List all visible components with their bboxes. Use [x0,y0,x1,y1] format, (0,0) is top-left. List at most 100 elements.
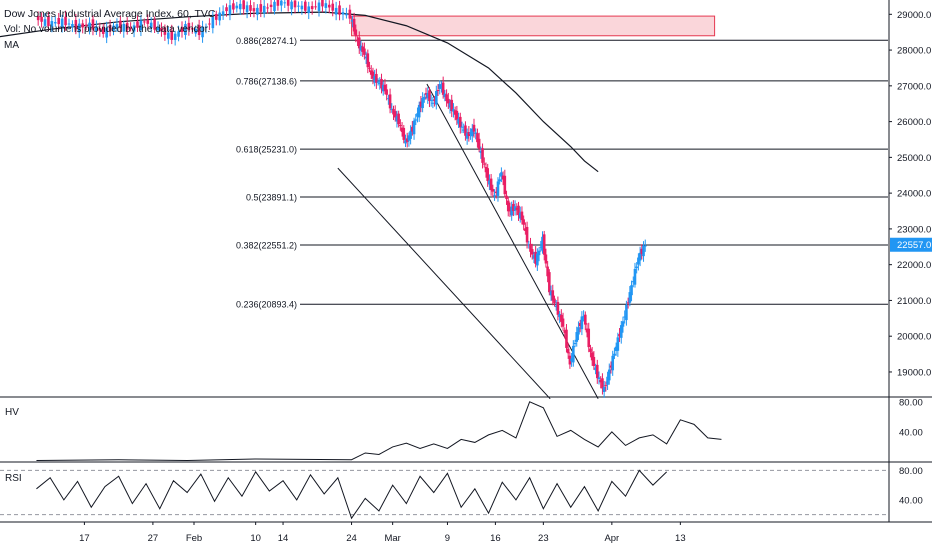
candle-body [595,364,599,379]
x-axis-tick-label: 16 [490,533,501,544]
candle-body [214,14,218,20]
candle-body [327,4,331,8]
candle-body [64,16,67,26]
hv-pane-label[interactable]: HV [5,407,19,418]
candle-body [416,113,419,117]
candle-body [375,73,378,83]
candle-body [496,181,500,196]
ma-legend-label[interactable]: MA [4,40,19,51]
candle-body [381,84,385,92]
candle-body [338,5,341,15]
last-price-label: 22557.0 [897,240,931,251]
candle-body [351,19,354,22]
candle-body [539,246,543,248]
ma-line [0,11,599,173]
candle-body [364,56,368,59]
candle-body [67,23,71,25]
candle-body [554,305,558,308]
candle-body [479,151,483,153]
candle-body [458,116,462,128]
candle-body [221,11,225,15]
candle-body [551,290,555,301]
x-axis-tick-label: Mar [384,533,400,544]
candle-body [297,5,300,7]
candle-body [405,138,409,142]
x-axis-tick-label: Apr [604,533,619,544]
channel-line[interactable] [426,83,599,400]
candle-body [590,352,594,361]
candle-body [361,46,364,52]
candle-body [119,20,122,29]
rsi-pane-label[interactable]: RSI [5,473,22,484]
candle-body [409,130,412,139]
candle-body [366,53,370,68]
candle-body [77,23,81,33]
candle-body [467,132,471,137]
candle-body [341,12,345,15]
candle-body [173,33,177,40]
last-price-tag[interactable] [890,237,932,252]
x-axis-tick-label: 17 [79,533,90,544]
candle-body [269,4,273,8]
candle-body [74,19,78,30]
channel-line[interactable] [337,167,551,400]
y-axis-tick-label: 28000.0 [897,46,931,57]
candle-body [321,0,324,7]
candle-body [462,129,466,131]
candle-body [582,316,585,318]
candle-body [614,346,618,351]
candle-body [476,133,479,143]
candle-body [525,226,529,243]
candle-body [211,17,215,29]
candle-body [587,328,591,348]
candle-body [501,175,505,180]
candle-body [194,28,198,34]
y-axis-tick-label: 25000.0 [897,153,931,164]
volume-note: Vol: No volume is provided by the data v… [4,24,211,35]
candle-body [402,127,406,140]
candle-body [348,9,352,19]
candle-body [399,125,402,127]
candle-body [395,116,399,122]
candle-body [643,245,647,247]
candle-body [469,132,472,135]
candle-body [356,40,359,42]
candle-body [129,27,132,29]
candle-body [136,21,139,28]
candle-body [500,172,503,177]
candle-body [112,25,115,32]
candle-body [71,24,74,28]
candle-body [404,140,407,144]
candle-body [50,21,54,27]
candle-body [149,22,153,28]
candle-body [407,135,411,141]
candle-body [577,327,580,335]
candle-body [354,29,358,37]
candle-body [208,23,211,25]
candle-body [283,2,287,4]
candle-body [238,3,242,10]
candle-body [536,253,539,266]
candle-body [373,75,376,83]
candle-body [450,99,454,112]
candle-body [441,82,445,95]
candle-body [498,179,501,182]
candle-body [252,8,256,12]
candle-body [388,94,392,109]
candle-body [436,89,440,91]
resistance-zone[interactable] [351,15,716,37]
candle-body [621,321,625,327]
candle-body [387,98,390,100]
candle-body [503,175,507,195]
candle-body [510,206,513,216]
candle-body [276,0,280,6]
candle-body [304,1,307,11]
candle-body [242,0,245,10]
candle-body [520,211,524,221]
candle-body [631,281,635,283]
candle-body [428,90,431,102]
candle-body [426,93,430,99]
candle-body [549,291,553,296]
candle-body [419,101,423,107]
